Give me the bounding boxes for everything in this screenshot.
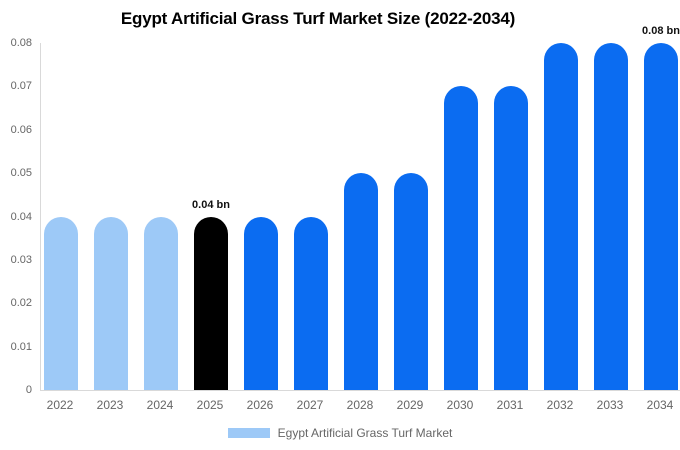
bar-2029 bbox=[394, 173, 428, 390]
x-tick-label-2031: 2031 bbox=[496, 398, 524, 412]
y-tick-label: 0.04 bbox=[10, 210, 32, 223]
x-tick-label-2023: 2023 bbox=[96, 398, 124, 412]
y-tick-label: 0.02 bbox=[10, 297, 32, 310]
x-tick-label-2027: 2027 bbox=[296, 398, 324, 412]
x-tick-label-2034: 2034 bbox=[646, 398, 674, 412]
bar-2022 bbox=[44, 216, 78, 390]
bar-annotation-2034: 0.08 bn bbox=[642, 25, 680, 37]
y-tick-label: 0.01 bbox=[10, 340, 32, 353]
x-tick-label-2024: 2024 bbox=[146, 398, 174, 412]
x-tick-label-2028: 2028 bbox=[346, 398, 374, 412]
bar-2028 bbox=[344, 173, 378, 390]
x-tick-label-2025: 2025 bbox=[196, 398, 224, 412]
y-tick-label: 0.05 bbox=[10, 167, 32, 180]
y-tick-label: 0.03 bbox=[10, 253, 32, 266]
x-tick-label-2026: 2026 bbox=[246, 398, 274, 412]
x-tick-label-2032: 2032 bbox=[546, 398, 574, 412]
y-tick-label: 0.08 bbox=[10, 37, 32, 49]
x-tick-label-2022: 2022 bbox=[46, 398, 74, 412]
bar-2025 bbox=[194, 216, 228, 390]
y-tick-label: 0.06 bbox=[10, 123, 32, 136]
bar-2034 bbox=[644, 43, 678, 390]
legend-label: Egypt Artificial Grass Turf Market bbox=[277, 426, 453, 440]
bar-2023 bbox=[94, 216, 128, 390]
plot-area: 0.04 bn 0.08 bn bbox=[40, 25, 680, 391]
bar-2024 bbox=[144, 216, 178, 390]
bar-2026 bbox=[244, 216, 278, 390]
legend-item[interactable]: Egypt Artificial Grass Turf Market bbox=[0, 426, 680, 440]
bar-2027 bbox=[294, 216, 328, 390]
bar-2030 bbox=[444, 86, 478, 390]
bar-2033 bbox=[594, 43, 628, 390]
y-tick-label: 0 bbox=[25, 384, 32, 396]
y-tick-label: 0.07 bbox=[10, 80, 32, 93]
bar-2031 bbox=[494, 86, 528, 390]
x-tick-label-2029: 2029 bbox=[396, 398, 424, 412]
legend-swatch bbox=[227, 428, 270, 438]
x-tick-label-2033: 2033 bbox=[596, 398, 624, 412]
bar-annotation-2025: 0.04 bn bbox=[192, 198, 230, 211]
chart-title: Egypt Artificial Grass Turf Market Size … bbox=[120, 9, 516, 28]
bar-2032 bbox=[544, 43, 578, 390]
x-tick-label-2030: 2030 bbox=[446, 398, 474, 412]
